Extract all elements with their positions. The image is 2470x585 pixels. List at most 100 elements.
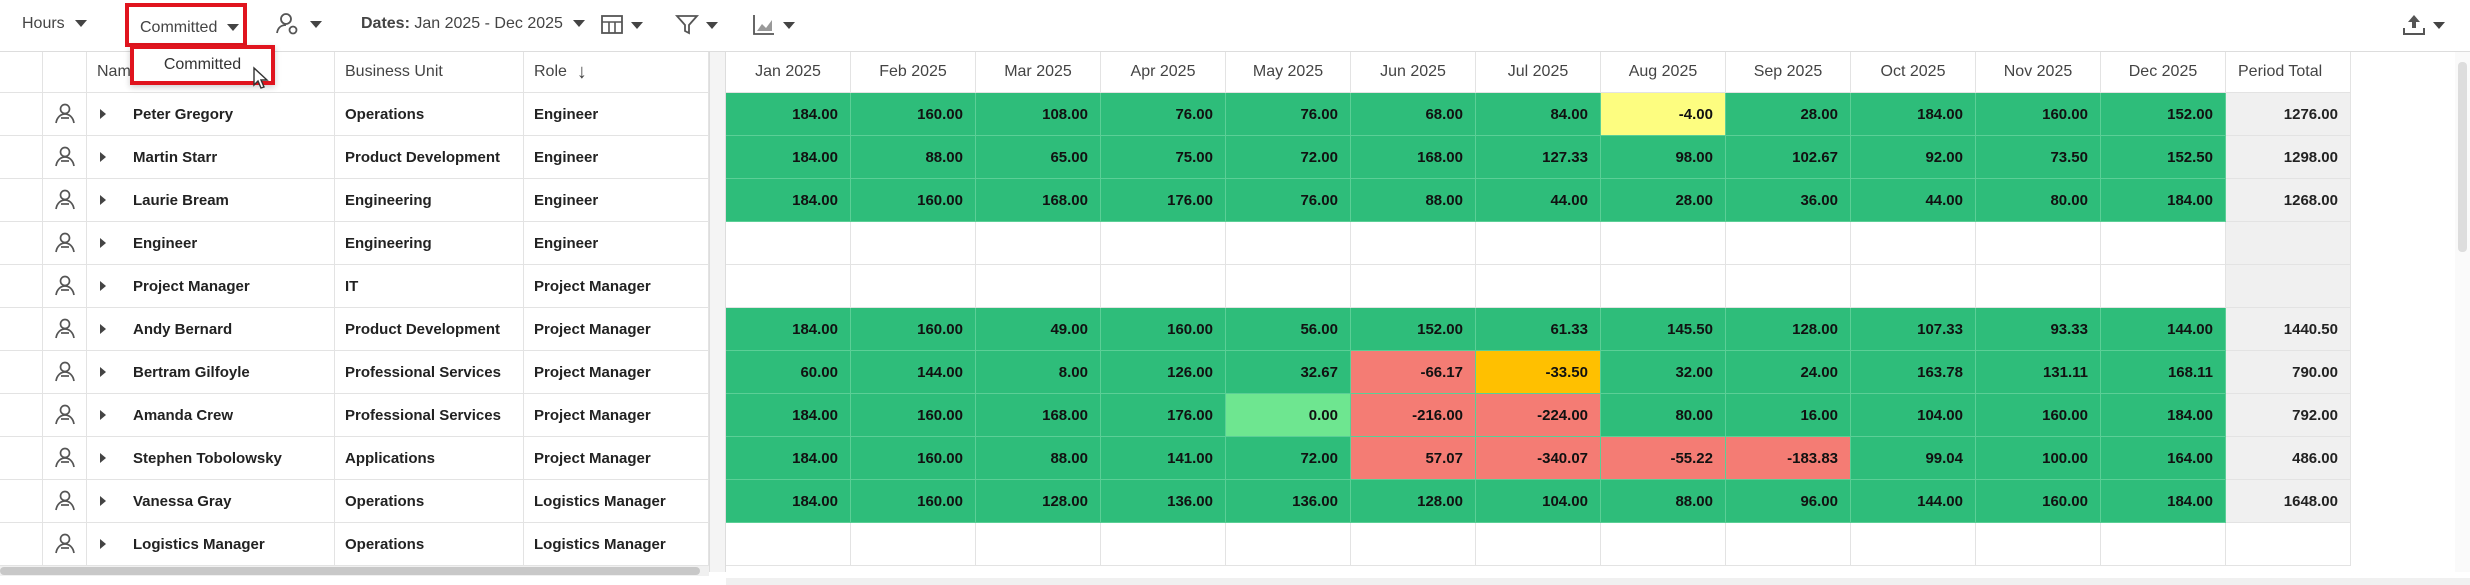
hours-cell bbox=[1601, 222, 1726, 265]
hours-cell: 128.00 bbox=[1351, 480, 1476, 523]
dates-button[interactable]: Dates: Jan 2025 - Dec 2025 bbox=[361, 15, 585, 33]
hours-cell bbox=[1351, 222, 1476, 265]
row-icon-cell bbox=[0, 265, 43, 308]
hours-cell: 128.00 bbox=[1726, 308, 1851, 351]
export-button[interactable] bbox=[2402, 13, 2450, 42]
expand-toggle[interactable] bbox=[97, 451, 119, 465]
resource-icon[interactable] bbox=[53, 145, 77, 169]
hours-cell: 184.00 bbox=[2101, 394, 2226, 437]
resource-icon[interactable] bbox=[53, 532, 77, 556]
month-header: May 2025 bbox=[1226, 52, 1351, 93]
hours-cell: 128.00 bbox=[976, 480, 1101, 523]
hours-cell bbox=[1226, 523, 1351, 566]
row-name: Engineer bbox=[87, 222, 335, 265]
filter-button[interactable] bbox=[674, 13, 723, 42]
row-business-unit: IT bbox=[335, 265, 524, 308]
row-business-unit: Engineering bbox=[335, 222, 524, 265]
hours-cell: 163.78 bbox=[1851, 351, 1976, 394]
hours-cell: 68.00 bbox=[1351, 93, 1476, 136]
hours-cell: 160.00 bbox=[851, 93, 976, 136]
column-header[interactable]: Role ↓ bbox=[524, 52, 709, 93]
hours-cell: 126.00 bbox=[1101, 351, 1226, 394]
hours-cell bbox=[726, 222, 851, 265]
row-name: Andy Bernard bbox=[87, 308, 335, 351]
hours-cell bbox=[851, 222, 976, 265]
committed-button[interactable]: Committed bbox=[125, 3, 247, 47]
column-header[interactable]: Business Unit bbox=[335, 52, 524, 93]
hours-cell bbox=[726, 265, 851, 308]
resource-icon[interactable] bbox=[53, 360, 77, 384]
hours-cell bbox=[1601, 523, 1726, 566]
row-business-unit: Professional Services bbox=[335, 394, 524, 437]
hours-cell bbox=[1101, 222, 1226, 265]
expand-toggle[interactable] bbox=[97, 494, 119, 508]
row-name: Peter Gregory bbox=[87, 93, 335, 136]
column-header[interactable]: Name bbox=[87, 52, 335, 93]
expand-toggle[interactable] bbox=[97, 279, 119, 293]
expand-toggle[interactable] bbox=[97, 150, 119, 164]
expand-toggle[interactable] bbox=[97, 537, 119, 551]
resource-icon[interactable] bbox=[53, 317, 77, 341]
hours-cell bbox=[1351, 265, 1476, 308]
layout-button[interactable] bbox=[600, 13, 648, 42]
expand-toggle[interactable] bbox=[97, 107, 119, 121]
row-name: Vanessa Gray bbox=[87, 480, 335, 523]
row-business-unit: Operations bbox=[335, 480, 524, 523]
dropdown-menu: Committed bbox=[130, 45, 275, 85]
h-scroll-thumb bbox=[0, 567, 700, 575]
expand-toggle[interactable] bbox=[97, 365, 119, 379]
hours-cell: 184.00 bbox=[1851, 93, 1976, 136]
resource-icon[interactable] bbox=[53, 274, 77, 298]
dropdown-option[interactable]: Committed bbox=[163, 56, 242, 73]
month-header: Jan 2025 bbox=[726, 52, 851, 93]
expand-toggle[interactable] bbox=[97, 236, 119, 250]
hours-cell: 127.33 bbox=[1476, 136, 1601, 179]
chart-button[interactable] bbox=[752, 13, 800, 42]
hours-cell: 136.00 bbox=[1101, 480, 1226, 523]
row-icon-cell bbox=[0, 179, 43, 222]
row-business-unit: Professional Services bbox=[335, 351, 524, 394]
resource-icon[interactable] bbox=[53, 231, 77, 255]
export-icon bbox=[2403, 15, 2445, 35]
period-total: 1440.50 bbox=[2226, 308, 2351, 351]
expand-toggle[interactable] bbox=[97, 193, 119, 207]
hours-cell bbox=[1726, 523, 1851, 566]
committed-label: Committed bbox=[140, 19, 218, 36]
resource-icon[interactable] bbox=[53, 102, 77, 126]
row-icon-cell bbox=[43, 179, 87, 222]
hours-cell: 24.00 bbox=[1726, 351, 1851, 394]
hours-cell: 32.00 bbox=[1601, 351, 1726, 394]
hours-cell: 160.00 bbox=[1976, 93, 2101, 136]
expand-toggle[interactable] bbox=[97, 408, 119, 422]
hours-cell: 28.00 bbox=[1726, 93, 1851, 136]
resource-icon[interactable] bbox=[53, 446, 77, 470]
hours-cell: 160.00 bbox=[851, 308, 976, 351]
period-total: 1276.00 bbox=[2226, 93, 2351, 136]
resource-button[interactable] bbox=[275, 12, 327, 41]
hours-cell: 184.00 bbox=[726, 394, 851, 437]
sort-icon[interactable]: ↓ bbox=[576, 60, 587, 83]
expand-toggle[interactable] bbox=[97, 322, 119, 336]
row-role: Engineer bbox=[524, 222, 709, 265]
hours-cell: 49.00 bbox=[976, 308, 1101, 351]
resource-icon[interactable] bbox=[53, 188, 77, 212]
row-name: Bertram Gilfoyle bbox=[87, 351, 335, 394]
row-icon-cell bbox=[0, 136, 43, 179]
resource-icon[interactable] bbox=[53, 403, 77, 427]
resource-icon[interactable] bbox=[53, 489, 77, 513]
splitter bbox=[709, 52, 726, 572]
hours-cell: -224.00 bbox=[1476, 394, 1601, 437]
row-role: Engineer bbox=[524, 136, 709, 179]
hours-cell: 144.00 bbox=[2101, 308, 2226, 351]
row-icon-cell bbox=[0, 308, 43, 351]
hours-cell: -216.00 bbox=[1351, 394, 1476, 437]
row-role: Project Manager bbox=[524, 308, 709, 351]
period-total bbox=[2226, 222, 2351, 265]
row-business-unit: Engineering bbox=[335, 179, 524, 222]
hours-cell: 102.67 bbox=[1726, 136, 1851, 179]
hours-cell: 28.00 bbox=[1601, 179, 1726, 222]
hours-cell: 104.00 bbox=[1851, 394, 1976, 437]
row-icon-cell bbox=[43, 265, 87, 308]
hours-button[interactable]: Hours bbox=[22, 15, 87, 33]
